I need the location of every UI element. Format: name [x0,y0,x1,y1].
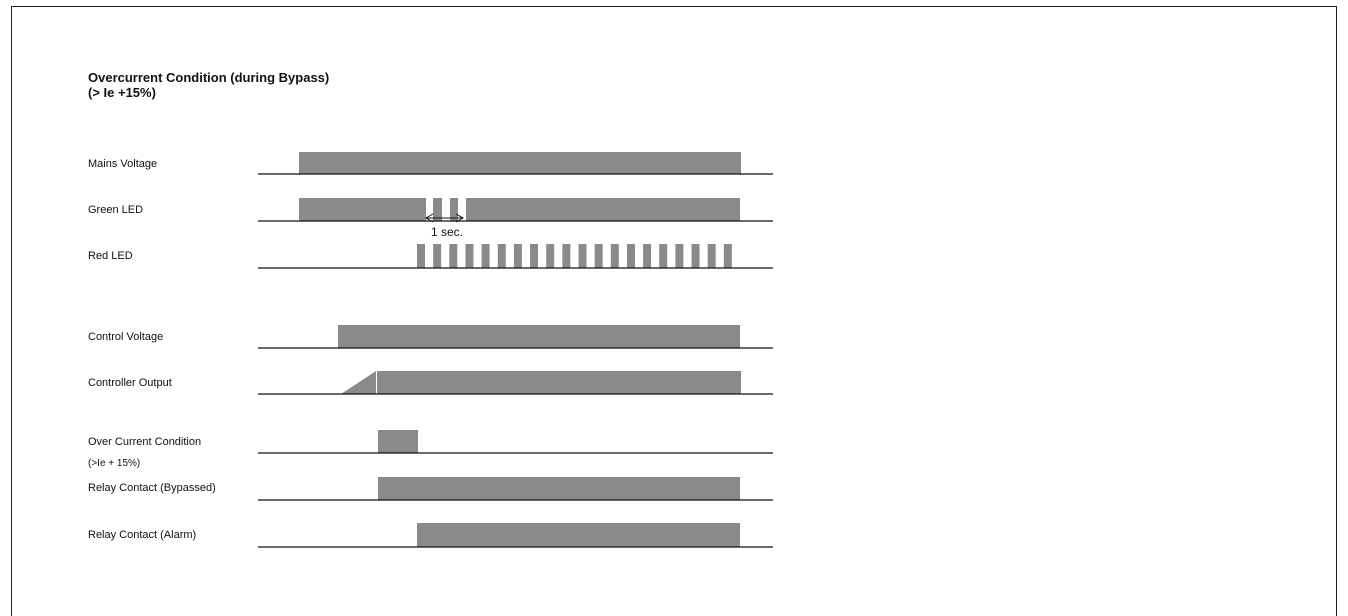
red-led-pulse [594,244,603,268]
signal-label-mains-voltage: Mains Voltage [88,158,158,170]
signal-label-green-led: Green LED [88,204,144,216]
red-led-pulse [546,244,555,268]
relay-bypassed-bar [378,477,740,500]
signal-label-relay-bypassed: Relay Contact (Bypassed) [88,482,216,494]
signal-label-controller-output: Controller Output [88,377,172,389]
signal-label-control-voltage: Control Voltage [88,331,164,343]
arrow-right-icon [455,213,465,223]
signal-label-red-led: Red LED [88,250,133,262]
signal-label-over-current-condition: Over Current Condition [88,436,202,448]
red-led-pulse [433,244,442,268]
green-led-pulse [433,198,442,221]
red-led-pulse [497,244,506,268]
signal-bars [299,152,741,547]
green-led-bar [466,198,740,221]
diagram-frame [11,6,1337,616]
red-led-pulse [513,244,522,268]
one-second-label: 1 sec. [431,225,463,239]
red-led-pulse [723,244,732,268]
control-voltage-bar [338,325,740,348]
red-led-pulse [481,244,490,268]
one-second-annotation: 1 sec. [424,213,465,239]
diagram-subtitle: (> Ie +15%) [88,85,156,100]
red-led-pulse [707,244,716,268]
red-led-pulse [691,244,700,268]
red-led-pulse [562,244,571,268]
signal-baselines [258,173,773,548]
red-led-pulse [626,244,635,268]
red-led-pulse [578,244,587,268]
signal-label-relay-alarm: Relay Contact (Alarm) [88,529,197,541]
controller-output-bar [377,371,741,394]
controller-output-ramp [341,371,376,394]
red-led-pulse [465,244,474,268]
green-led-bar [299,198,426,221]
red-led-pulse [659,244,668,268]
red-led-pulse [530,244,539,268]
red-led-pulse [610,244,619,268]
red-led-pulse [643,244,652,268]
green-led-pulse [450,198,458,221]
timing-diagram: 1 sec. [258,152,773,548]
red-led-pulse [417,244,425,268]
arrow-left-icon [424,213,434,223]
signal-sublabel-over-current-condition: (>Ie + 15%) [88,458,141,469]
over-current-bar [378,430,418,453]
diagram-title: Overcurrent Condition (during Bypass) [88,70,330,85]
relay-alarm-bar [417,523,740,547]
mains-voltage-bar [299,152,741,174]
red-led-pulse [675,244,684,268]
red-led-pulse [449,244,458,268]
